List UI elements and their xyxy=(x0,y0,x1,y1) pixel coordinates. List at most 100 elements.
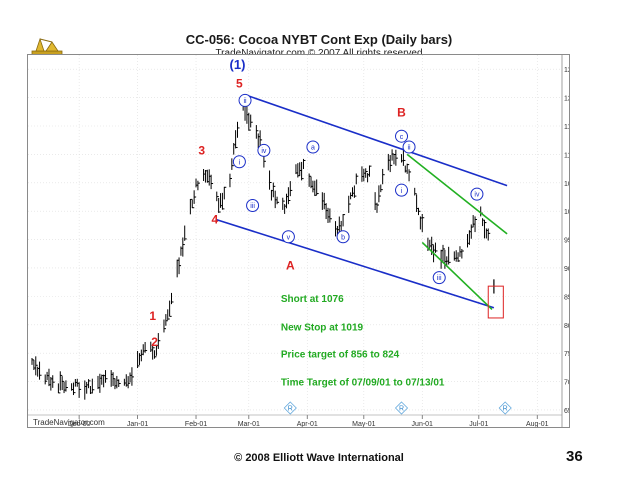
svg-text:iii: iii xyxy=(437,275,442,282)
price-bar xyxy=(131,367,134,386)
svg-text:a: a xyxy=(311,145,315,152)
price-bar xyxy=(287,187,291,205)
watermark: TradeNavigator.com xyxy=(33,418,105,427)
chart-frame: 650 700 750 800 850 900 950 1000 1050 1100 1150 120… xyxy=(27,54,580,428)
svg-text:i: i xyxy=(239,159,241,166)
price-bar xyxy=(184,225,187,241)
chart-subtitle: TradeNavigator.com © 2007 All rights res… xyxy=(0,48,638,59)
x-tick-label: Jan-01 xyxy=(127,421,149,427)
wave-label: 4 xyxy=(212,213,219,227)
price-bar xyxy=(229,173,232,188)
y-tick-label: 1200 xyxy=(564,96,569,103)
price-bar xyxy=(276,196,280,205)
x-tick-label: May-01 xyxy=(352,421,375,427)
price-bar xyxy=(216,191,219,202)
green-channel-line xyxy=(406,153,508,235)
svg-text:ii: ii xyxy=(407,145,411,152)
blue-channel-line xyxy=(216,218,495,309)
y-tick-label: 1000 xyxy=(564,209,569,216)
x-tick-label: Jun-01 xyxy=(412,421,434,427)
price-bar xyxy=(269,170,272,190)
price-bar xyxy=(88,379,91,389)
x-tick-label: Apr-01 xyxy=(297,421,318,427)
circled-wave-label: iv xyxy=(257,143,271,157)
price-bar xyxy=(35,356,38,376)
circled-wave-label: i xyxy=(232,155,246,169)
price-bar xyxy=(289,181,293,197)
price-bar xyxy=(348,195,351,213)
y-tick-label: 1150 xyxy=(564,124,569,131)
price-bar xyxy=(457,252,461,262)
price-bar xyxy=(417,207,421,216)
price-bar xyxy=(259,130,263,148)
price-bar xyxy=(302,158,306,170)
price-bar xyxy=(44,374,48,385)
x-tick-label: Mar-01 xyxy=(238,421,260,427)
price-bar xyxy=(461,248,464,259)
circled-wave-label: ii xyxy=(238,93,252,107)
price-bar xyxy=(248,112,251,131)
svg-text:i: i xyxy=(401,188,403,195)
copyright-footer: © 2008 Elliott Wave International xyxy=(234,452,404,464)
price-bar xyxy=(408,169,412,182)
svg-text:v: v xyxy=(287,234,291,241)
circled-wave-label: iii xyxy=(246,199,260,213)
price-bar xyxy=(395,149,398,166)
annotation-text: Price target of 856 to 824 xyxy=(281,350,400,361)
price-bar xyxy=(414,187,417,196)
price-bar xyxy=(137,350,140,369)
annotation-text: Time Target of 07/09/01 to 07/13/01 xyxy=(281,378,445,389)
price-bar xyxy=(389,155,393,173)
price-bar xyxy=(342,214,346,227)
wave-label: (1) xyxy=(230,57,246,72)
circled-wave-label: c xyxy=(395,129,409,143)
price-bar xyxy=(353,185,357,198)
green-channel-line xyxy=(421,241,493,311)
r-marker: R xyxy=(394,401,409,415)
price-bar xyxy=(434,242,438,253)
price-bar xyxy=(223,186,227,200)
price-bar xyxy=(474,216,478,233)
price-bar xyxy=(163,319,166,333)
price-bar xyxy=(421,213,425,233)
blue-channel-line xyxy=(244,93,508,187)
target-box xyxy=(487,285,504,319)
price-bar xyxy=(483,219,487,239)
price-bar xyxy=(191,199,195,209)
price-bar xyxy=(442,244,445,263)
price-bar xyxy=(154,350,157,359)
price-bar xyxy=(105,370,108,383)
price-bar xyxy=(391,149,395,161)
price-bar xyxy=(197,180,200,191)
price-bar xyxy=(182,237,185,257)
price-bar xyxy=(314,180,317,197)
price-bar xyxy=(250,114,253,128)
y-tick-label: 1250 xyxy=(564,67,569,74)
price-bar xyxy=(61,376,65,391)
price-bar xyxy=(39,361,42,380)
price-bar xyxy=(378,185,381,203)
price-bar xyxy=(255,125,259,139)
y-tick-label: 700 xyxy=(564,380,569,387)
y-tick-label: 900 xyxy=(564,266,569,273)
price-bar xyxy=(210,174,214,190)
price-chart: 650 700 750 800 850 900 950 1000 1050 1100 1150 120… xyxy=(28,55,580,428)
svg-text:b: b xyxy=(341,234,345,241)
price-bar xyxy=(402,148,406,166)
circled-wave-label: iii xyxy=(432,271,446,285)
price-bar xyxy=(282,197,285,210)
price-bar xyxy=(157,333,161,349)
price-bar xyxy=(368,165,372,177)
circled-wave-label: ii xyxy=(402,140,416,154)
circled-wave-label: iv xyxy=(470,187,484,201)
svg-text:iv: iv xyxy=(261,148,267,155)
price-bar xyxy=(236,121,240,138)
price-bar xyxy=(127,376,131,389)
price-bar xyxy=(78,382,82,398)
circled-wave-label: i xyxy=(395,183,409,197)
annotation-text: New Stop at 1019 xyxy=(281,322,364,333)
slide-number: 36 xyxy=(566,448,583,465)
annotation-text: Short at 1076 xyxy=(281,294,344,305)
price-bar xyxy=(118,379,121,387)
price-bar xyxy=(218,197,221,213)
